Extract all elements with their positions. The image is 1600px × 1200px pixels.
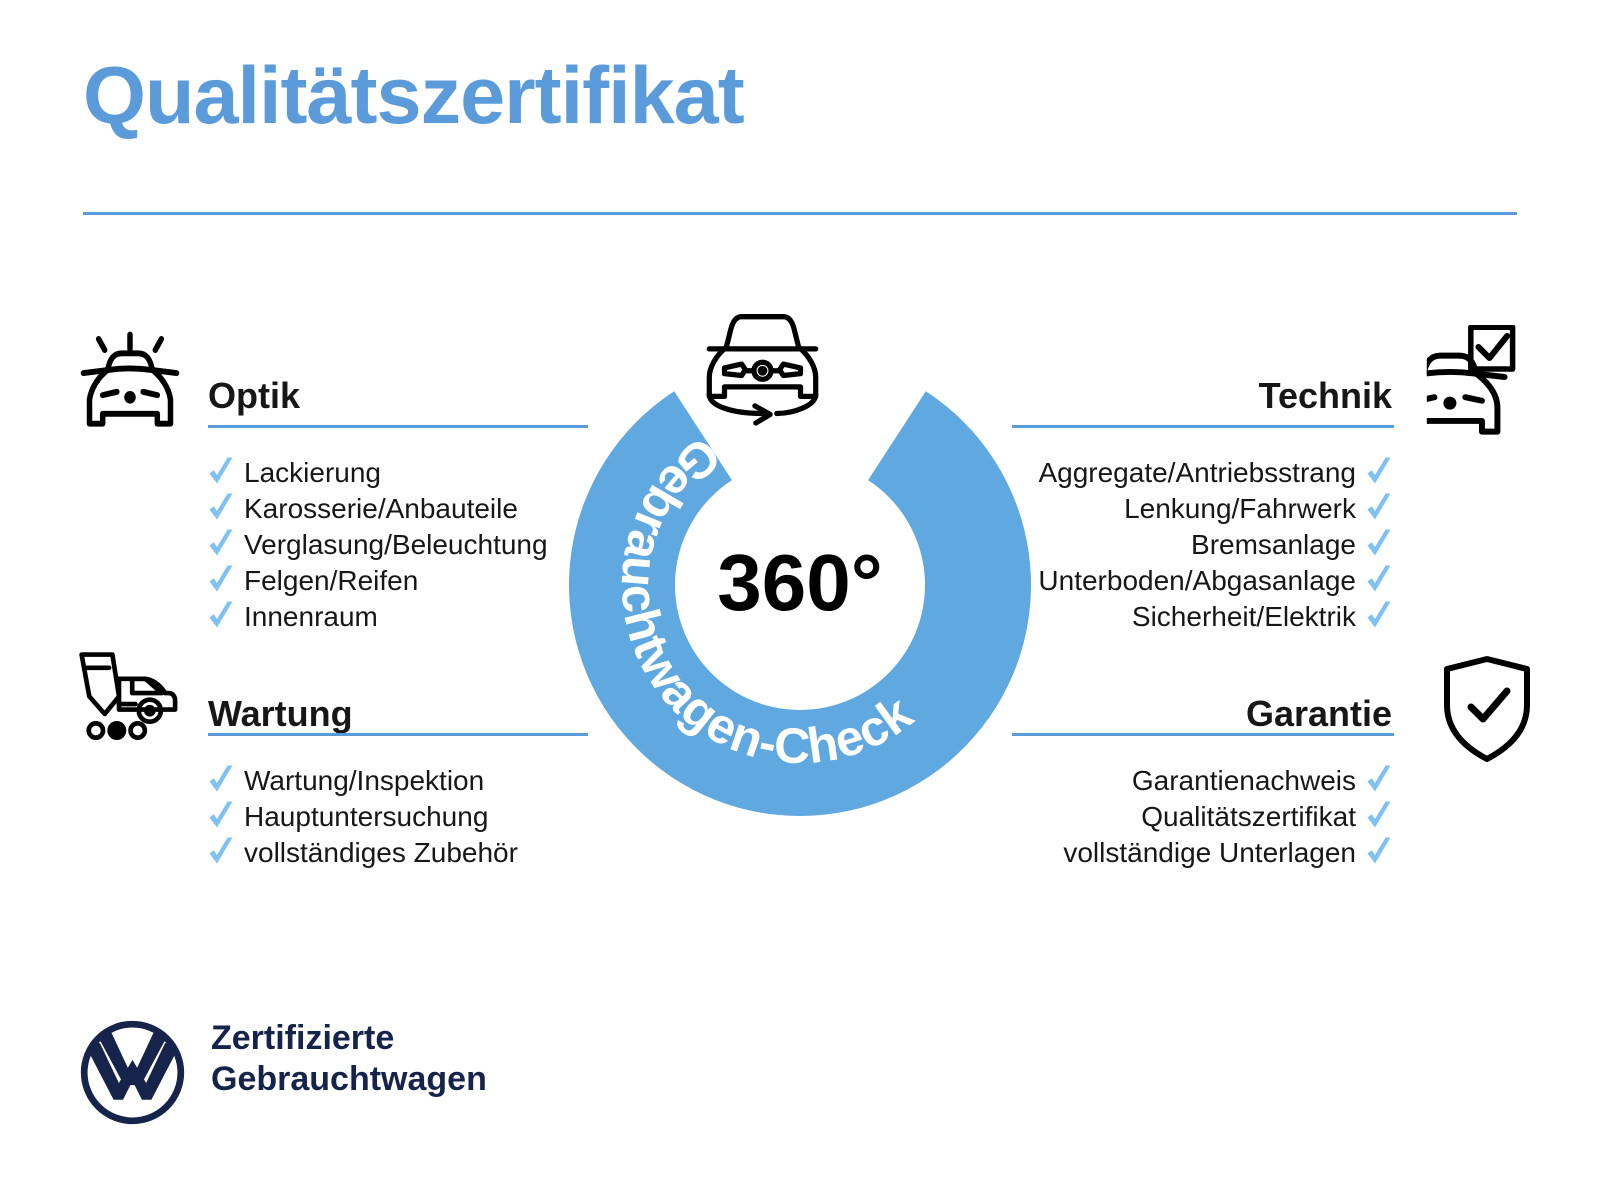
svg-text:360°: 360° bbox=[717, 538, 882, 627]
